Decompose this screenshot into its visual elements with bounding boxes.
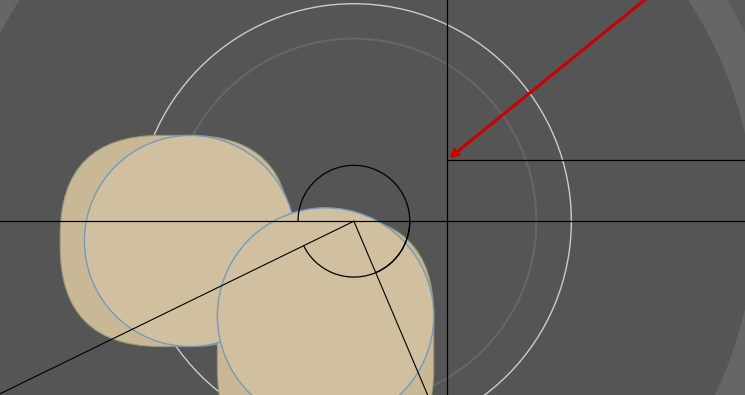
Circle shape — [87, 0, 621, 395]
Circle shape — [37, 0, 671, 395]
Circle shape — [199, 66, 509, 376]
Circle shape — [212, 155, 432, 374]
Circle shape — [218, 208, 434, 395]
Polygon shape — [354, 0, 745, 221]
Polygon shape — [229, 0, 479, 221]
Bar — [130, 356, 536, 369]
Circle shape — [244, 58, 463, 277]
Circle shape — [295, 174, 476, 355]
Circle shape — [209, 76, 499, 367]
Circle shape — [337, 204, 371, 239]
Polygon shape — [354, 221, 712, 395]
Bar — [130, 12, 160, 356]
Text: The rack for storing automobile wheels consists of two parallel rods A and B. De: The rack for storing automobile wheels c… — [8, 8, 653, 65]
FancyBboxPatch shape — [218, 216, 434, 395]
Circle shape — [212, 114, 393, 295]
Circle shape — [276, 155, 495, 374]
Circle shape — [171, 39, 536, 395]
Circle shape — [84, 135, 296, 346]
Circle shape — [221, 88, 487, 355]
Circle shape — [264, 77, 444, 258]
Circle shape — [232, 174, 413, 355]
Circle shape — [193, 95, 413, 314]
Polygon shape — [0, 0, 354, 221]
Circle shape — [314, 114, 495, 295]
Circle shape — [295, 95, 515, 314]
FancyBboxPatch shape — [60, 135, 290, 346]
